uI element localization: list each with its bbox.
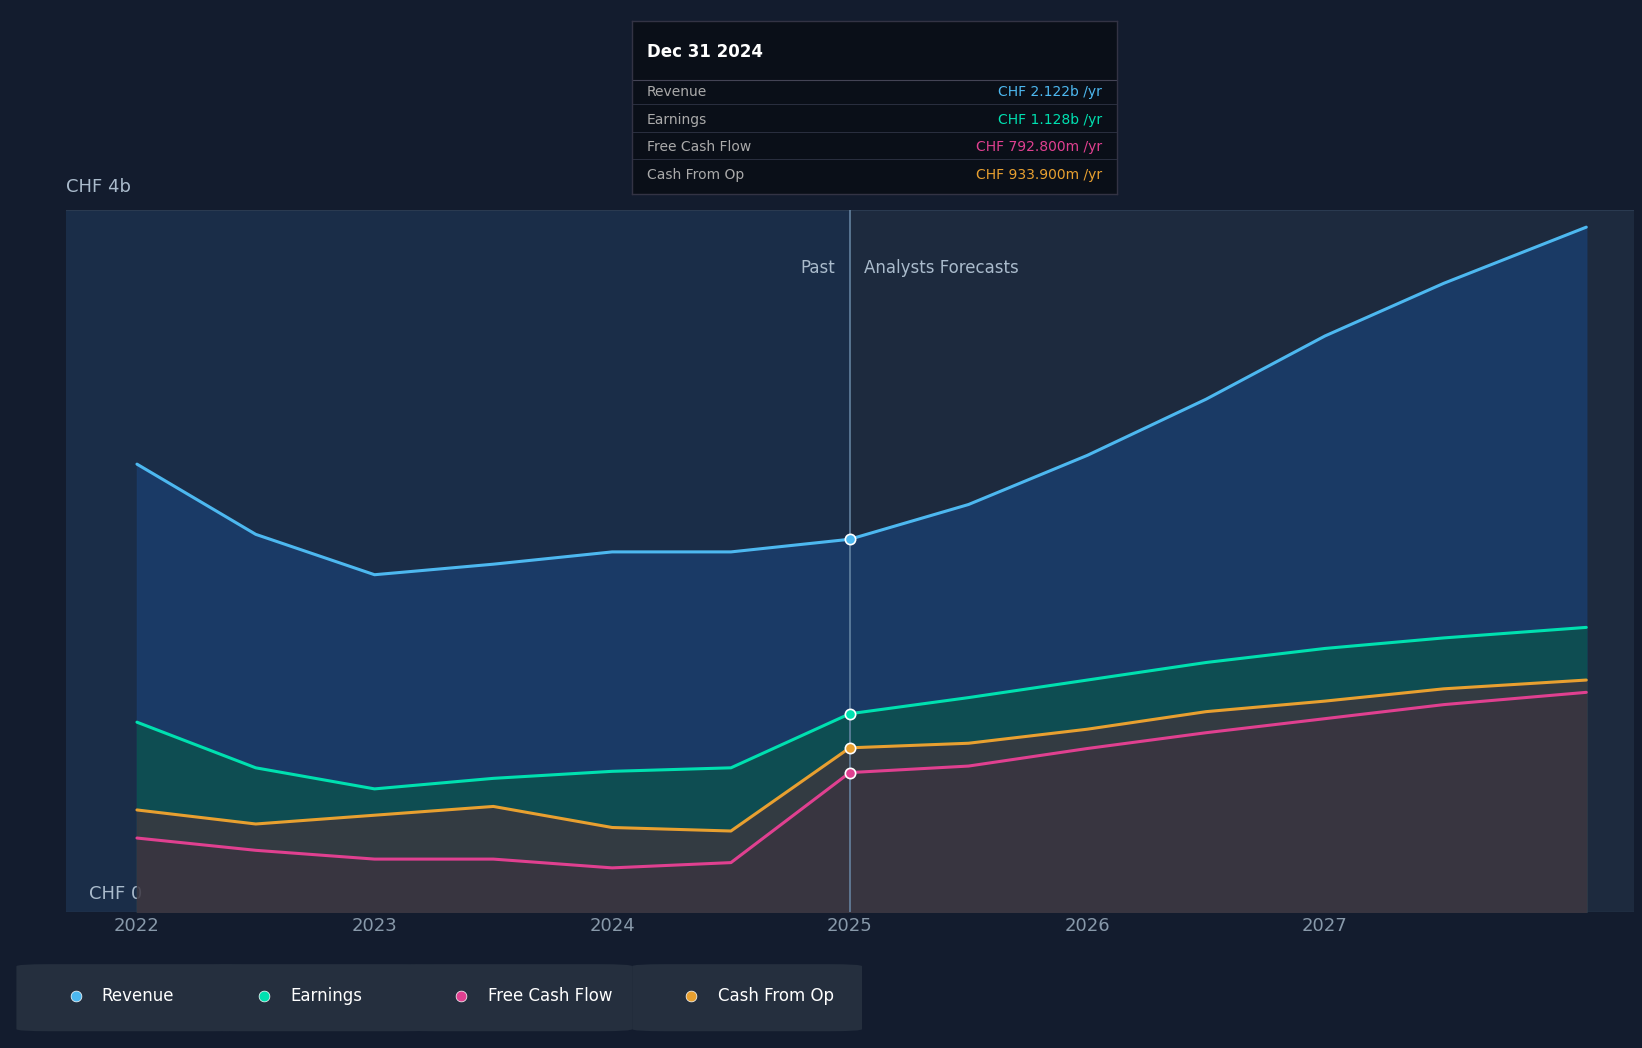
Text: CHF 2.122b /yr: CHF 2.122b /yr xyxy=(998,85,1102,99)
Point xyxy=(837,740,864,757)
Text: CHF 0: CHF 0 xyxy=(89,885,143,903)
Bar xyxy=(66,210,851,912)
Bar xyxy=(851,210,1634,912)
Text: CHF 4b: CHF 4b xyxy=(66,178,131,196)
FancyBboxPatch shape xyxy=(632,964,862,1031)
Text: Free Cash Flow: Free Cash Flow xyxy=(488,986,612,1005)
Text: Dec 31 2024: Dec 31 2024 xyxy=(647,43,762,61)
Point xyxy=(1494,510,1520,527)
Text: CHF 792.800m /yr: CHF 792.800m /yr xyxy=(975,140,1102,154)
FancyBboxPatch shape xyxy=(16,964,246,1031)
Text: Revenue: Revenue xyxy=(647,85,708,99)
Text: CHF 1.128b /yr: CHF 1.128b /yr xyxy=(998,112,1102,127)
Point xyxy=(837,705,864,722)
Text: Earnings: Earnings xyxy=(647,112,708,127)
Point xyxy=(837,531,864,548)
FancyBboxPatch shape xyxy=(402,964,632,1031)
Text: Analysts Forecasts: Analysts Forecasts xyxy=(864,259,1018,277)
Point xyxy=(837,764,864,781)
Text: CHF 933.900m /yr: CHF 933.900m /yr xyxy=(975,168,1102,182)
FancyBboxPatch shape xyxy=(205,964,435,1031)
Text: Cash From Op: Cash From Op xyxy=(718,986,834,1005)
Text: Cash From Op: Cash From Op xyxy=(647,168,744,182)
Text: Earnings: Earnings xyxy=(291,986,363,1005)
Text: Free Cash Flow: Free Cash Flow xyxy=(647,140,750,154)
Text: Revenue: Revenue xyxy=(102,986,174,1005)
Text: Past: Past xyxy=(801,259,836,277)
